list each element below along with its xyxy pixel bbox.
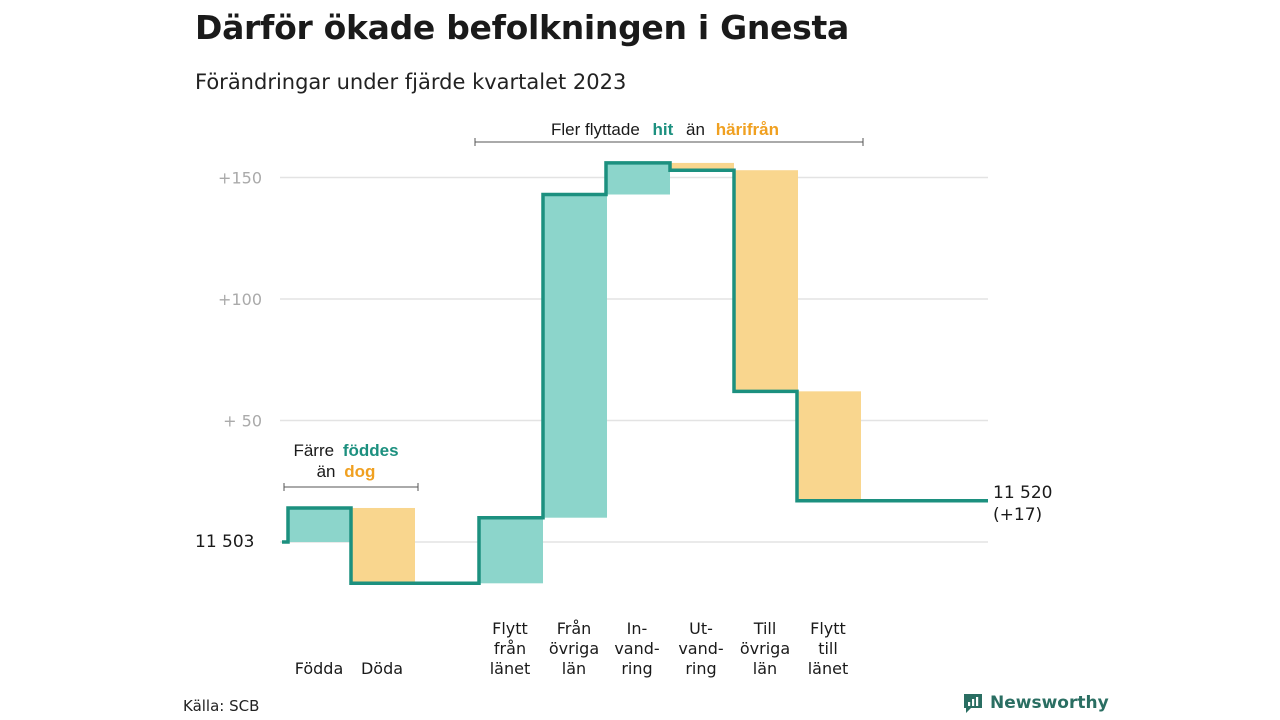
births-annotation-line1: Färre föddes xyxy=(293,441,398,460)
deaths-highlight: dog xyxy=(344,462,375,481)
births-bracket xyxy=(283,483,419,491)
category-label: Till xyxy=(753,619,777,638)
in-highlight: hit xyxy=(653,120,674,139)
bars xyxy=(288,162,861,584)
bar-flytttilllänet xyxy=(797,391,861,501)
category-label: övriga xyxy=(740,639,790,658)
bar-tillövrigalän xyxy=(734,170,798,392)
category-label: vand- xyxy=(678,639,723,658)
chart-title: Därför ökade befolkningen i Gnesta xyxy=(195,8,849,47)
bar-flyttfrånlänet xyxy=(479,517,543,584)
category-label: Flytt xyxy=(492,619,528,638)
bar-invandring xyxy=(606,162,670,195)
bar-utvandring xyxy=(670,162,734,171)
end-value-label: 11 520 xyxy=(993,483,1052,503)
bar-frånövrigalän xyxy=(543,194,607,518)
migration-bracket xyxy=(474,138,864,146)
category-label: Döda xyxy=(361,659,403,678)
births-highlight: föddes xyxy=(343,441,399,460)
start-value-label: 11 503 xyxy=(195,532,254,552)
source-note: Källa: SCB xyxy=(183,697,260,715)
category-label: In- xyxy=(627,619,648,638)
running-total-path xyxy=(282,161,988,586)
out-highlight: härifrån xyxy=(716,120,779,139)
end-change-label: (+17) xyxy=(993,505,1042,525)
category-label: Ut- xyxy=(689,619,713,638)
category-label: till xyxy=(818,639,838,658)
bar-födda xyxy=(288,507,352,542)
brand-name: Newsworthy xyxy=(990,693,1109,713)
category-label: Flytt xyxy=(810,619,846,638)
running-total-line xyxy=(282,161,988,586)
y-tick-label: +150 xyxy=(218,169,262,188)
category-label: Från xyxy=(557,619,592,638)
category-label: länet xyxy=(808,659,849,678)
category-label: från xyxy=(494,639,526,658)
brand-logo[interactable]: Newsworthy xyxy=(962,692,1109,714)
bar-döda xyxy=(351,507,415,584)
y-tick-label: + 50 xyxy=(223,412,262,431)
migration-annotation: Fler flyttade hit än härifrån xyxy=(551,120,779,139)
grid-lines: +150 +100 + 50 xyxy=(218,169,988,543)
newsworthy-icon xyxy=(964,694,982,713)
category-label: ring xyxy=(685,659,716,678)
category-label: länet xyxy=(490,659,531,678)
chart-subtitle: Förändringar under fjärde kvartalet 2023 xyxy=(195,70,627,94)
category-label: vand- xyxy=(614,639,659,658)
annotations: Färre föddes än dog Fler flyttade hit än… xyxy=(283,120,864,491)
category-label: övriga xyxy=(549,639,599,658)
y-tick-label: +100 xyxy=(218,290,262,309)
category-labels: Födda DödaFlyttfrånlänetFrånövrigalänIn-v… xyxy=(295,619,849,678)
category-label: ring xyxy=(621,659,652,678)
births-annotation-line2: än dog xyxy=(317,462,376,481)
category-label: län xyxy=(753,659,777,678)
category-label: län xyxy=(562,659,586,678)
category-label: Födda xyxy=(295,659,344,678)
